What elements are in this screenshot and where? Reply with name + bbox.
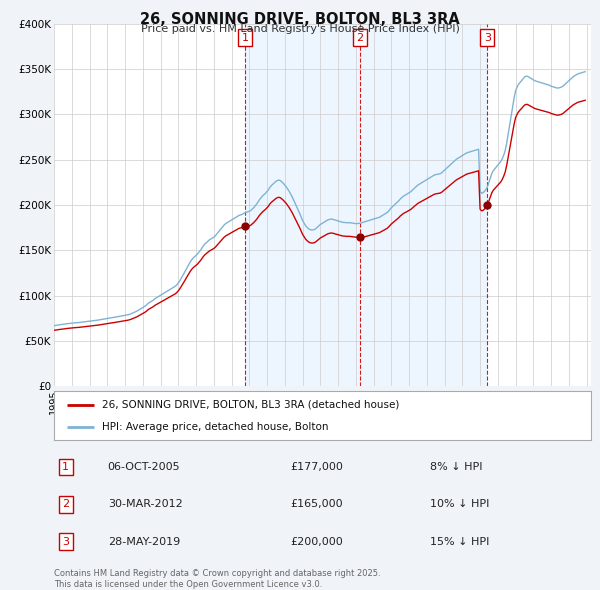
Text: 26, SONNING DRIVE, BOLTON, BL3 3RA (detached house): 26, SONNING DRIVE, BOLTON, BL3 3RA (deta…	[103, 399, 400, 409]
Text: Price paid vs. HM Land Registry's House Price Index (HPI): Price paid vs. HM Land Registry's House …	[140, 24, 460, 34]
Text: 1: 1	[62, 462, 70, 472]
Text: Contains HM Land Registry data © Crown copyright and database right 2025.
This d: Contains HM Land Registry data © Crown c…	[54, 569, 380, 589]
Text: 10% ↓ HPI: 10% ↓ HPI	[430, 499, 489, 509]
Text: 3: 3	[484, 32, 491, 42]
Text: £200,000: £200,000	[290, 537, 343, 547]
Text: 2: 2	[356, 32, 364, 42]
Text: 3: 3	[62, 537, 70, 547]
Bar	[245, 24, 487, 386]
Text: 30-MAR-2012: 30-MAR-2012	[108, 499, 182, 509]
Text: HPI: Average price, detached house, Bolton: HPI: Average price, detached house, Bolt…	[103, 422, 329, 432]
Text: 2: 2	[62, 499, 70, 509]
Text: 8% ↓ HPI: 8% ↓ HPI	[430, 462, 482, 472]
Text: £177,000: £177,000	[290, 462, 343, 472]
Text: 28-MAY-2019: 28-MAY-2019	[108, 537, 180, 547]
Text: 26, SONNING DRIVE, BOLTON, BL3 3RA: 26, SONNING DRIVE, BOLTON, BL3 3RA	[140, 12, 460, 27]
Text: £165,000: £165,000	[290, 499, 343, 509]
Text: 15% ↓ HPI: 15% ↓ HPI	[430, 537, 489, 547]
Text: 06-OCT-2005: 06-OCT-2005	[108, 462, 181, 472]
Text: 1: 1	[242, 32, 248, 42]
